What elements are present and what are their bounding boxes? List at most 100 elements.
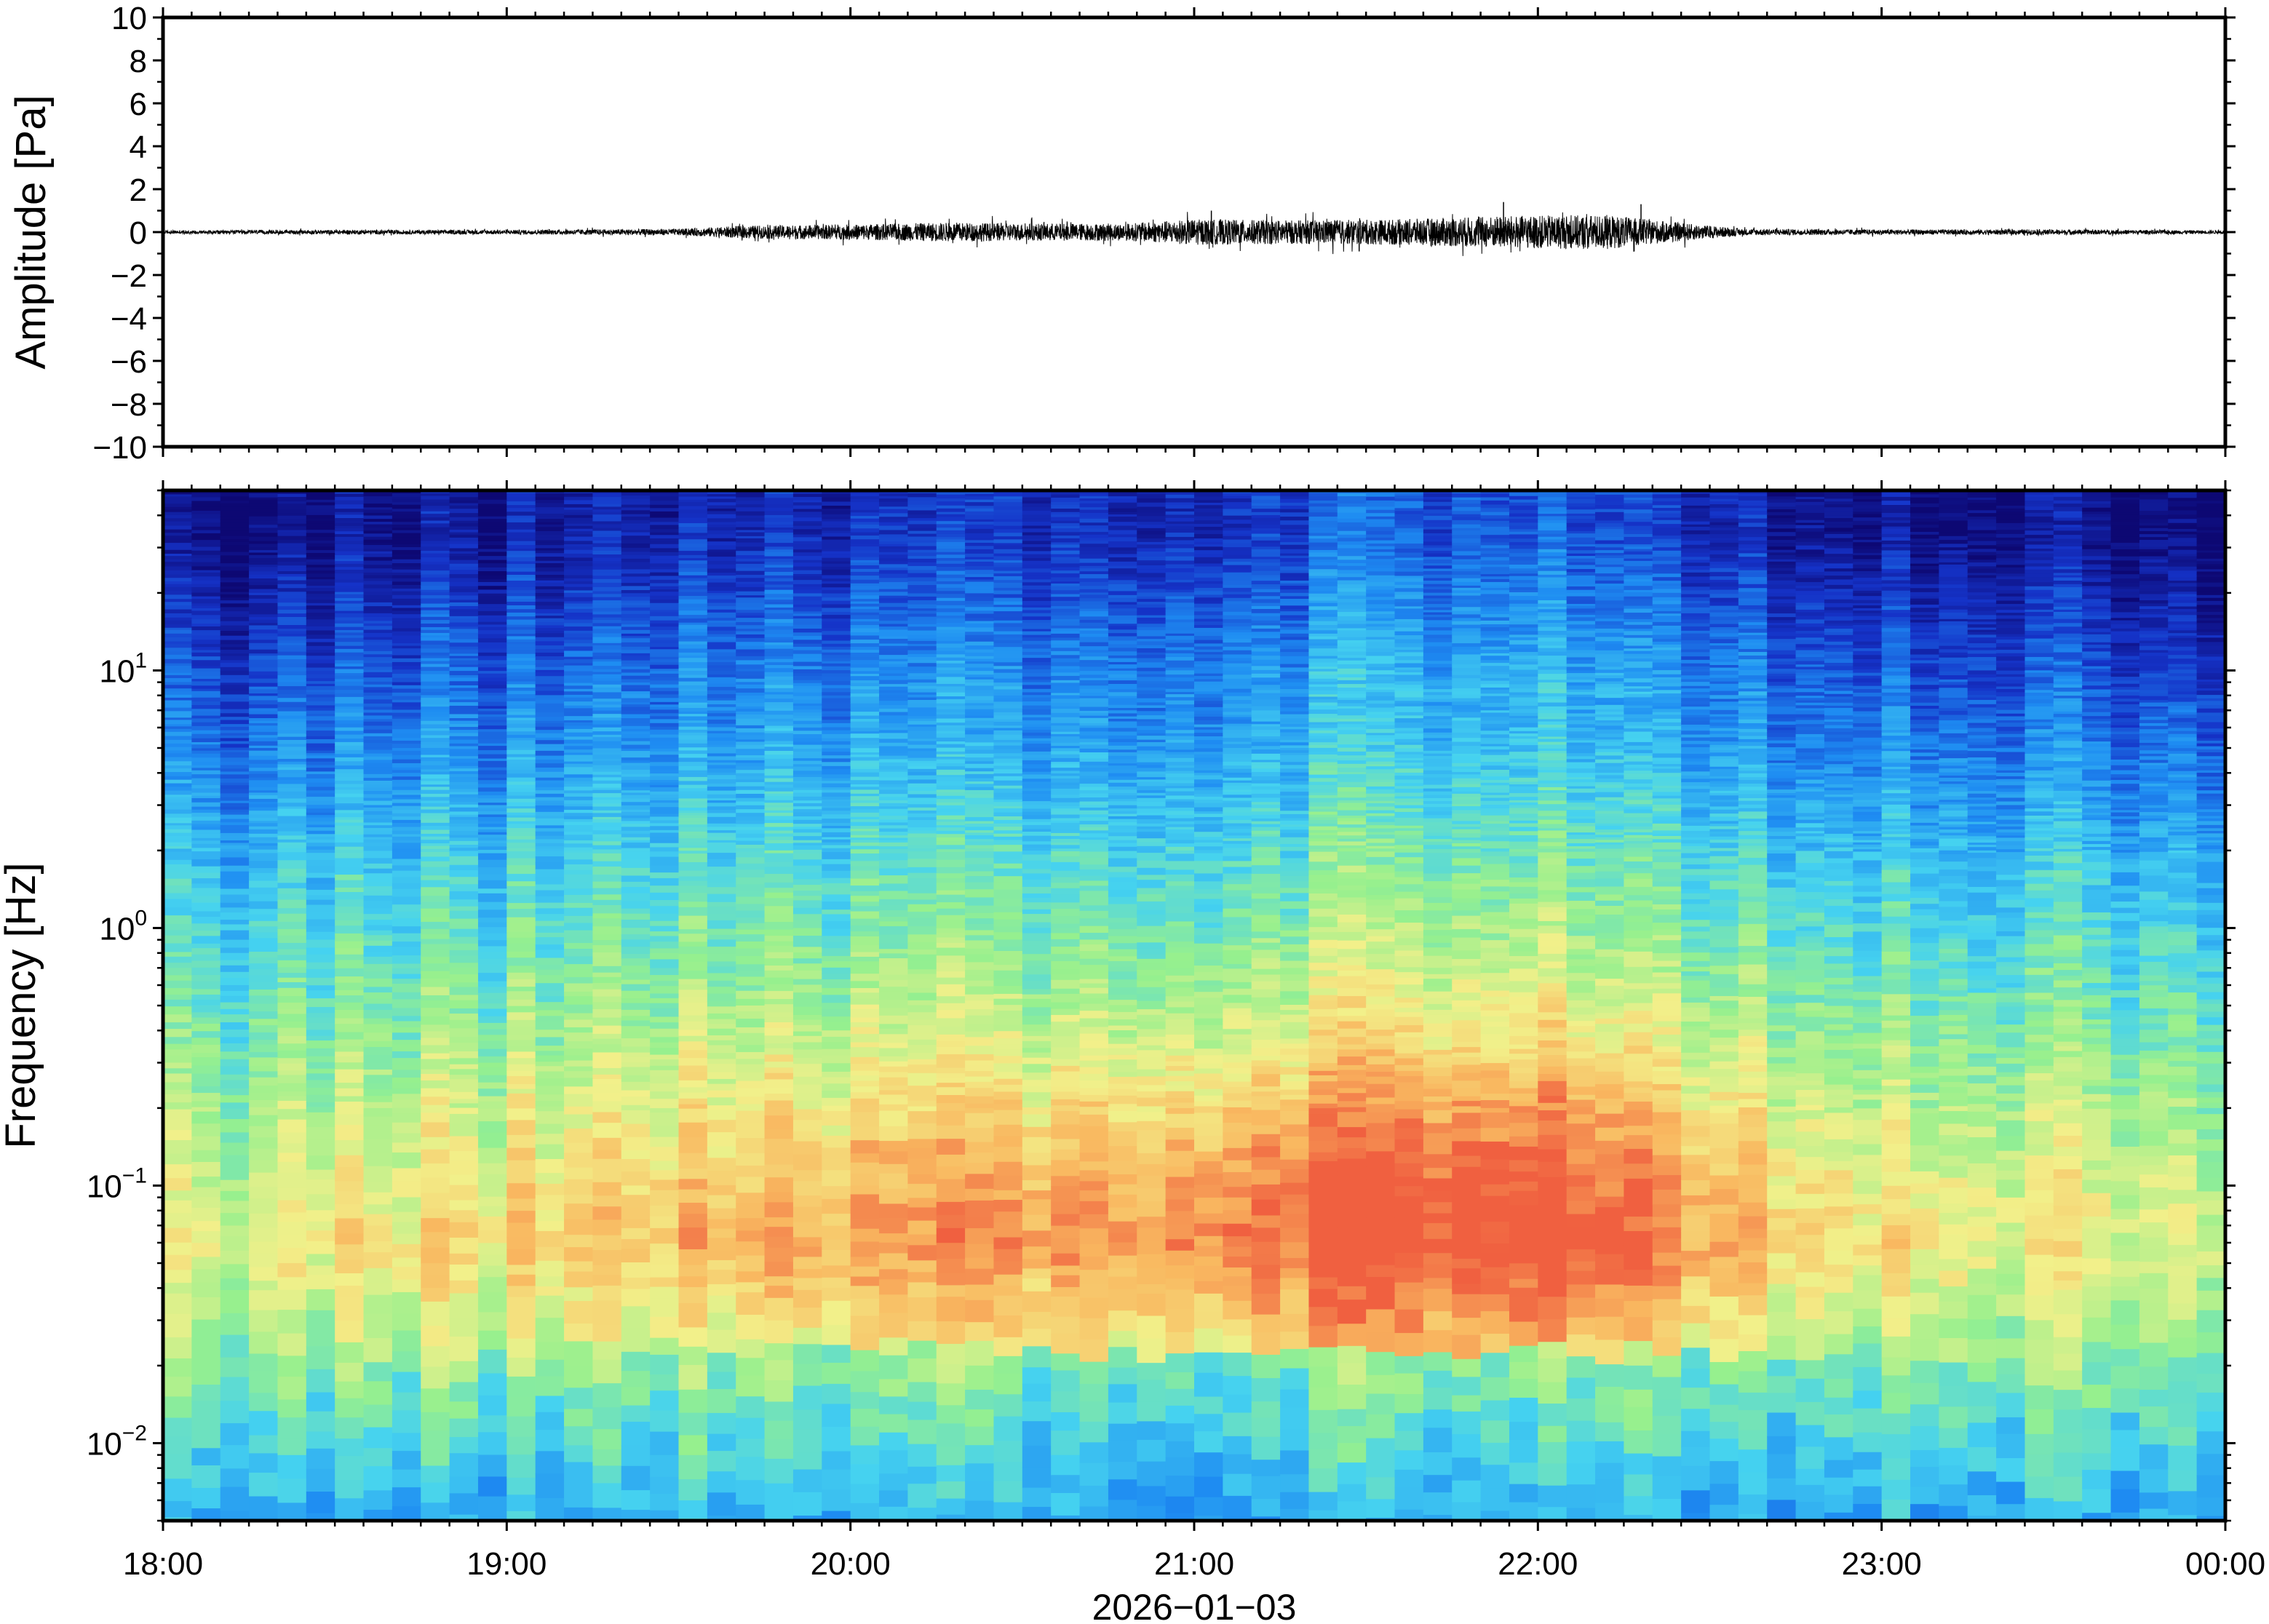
spectrogram-cell [220, 832, 250, 837]
spectrogram-cell [764, 682, 794, 686]
spectrogram-cell [191, 1465, 221, 1489]
spectrogram-cell [506, 1019, 536, 1027]
spectrogram-cell [592, 771, 622, 776]
spectrogram-cell [564, 761, 594, 765]
spectrogram-cell [163, 512, 193, 516]
spectrogram-cell [792, 1019, 823, 1026]
spectrogram-cell [392, 1211, 422, 1223]
spectrogram-cell [850, 571, 880, 576]
spectrogram-cell [678, 1098, 708, 1105]
spectrogram-cell [850, 532, 880, 536]
spectrogram-cell [621, 586, 651, 591]
spectrogram-cell [822, 814, 851, 819]
spectrogram-cell [621, 972, 651, 981]
spectrogram-cell [363, 545, 393, 550]
spectrogram-cell [220, 735, 250, 739]
spectrogram-cell [650, 986, 680, 995]
spectrogram-cell [163, 1073, 193, 1083]
spectrogram-cell [764, 827, 794, 832]
spectrogram-cell [506, 734, 536, 739]
spectrogram-cell [363, 581, 393, 586]
spectrogram-cell [650, 698, 680, 703]
spectrogram-cell [822, 688, 851, 693]
spectrogram-cell [707, 511, 737, 515]
spectrogram-cell [564, 816, 594, 820]
spectrogram-cell [449, 1136, 479, 1152]
spectrogram-cell [621, 1096, 651, 1106]
spectrogram-cell [392, 1267, 422, 1281]
spectrogram-cell [736, 793, 766, 799]
spectrogram-cell [363, 1204, 393, 1215]
spectrogram-cell [277, 576, 307, 581]
spectrogram-cell [592, 512, 622, 516]
spectrogram-cell [306, 793, 335, 797]
spectrogram-cell [707, 882, 737, 888]
spectrogram-cell [822, 708, 851, 712]
spectrogram-cell [335, 789, 365, 795]
spectrogram-cell [535, 975, 565, 984]
spectrogram-cell [592, 1033, 622, 1040]
spectrogram-cell [564, 991, 594, 997]
spectrogram-cell [449, 768, 479, 772]
spectrogram-cell [249, 594, 279, 600]
spectrogram-cell [449, 1238, 479, 1254]
spectrogram-cell [191, 797, 221, 803]
spectrogram-cell [678, 870, 708, 877]
spectrogram-cell [220, 883, 250, 890]
spectrogram-cell [792, 692, 823, 697]
spectrogram-cell [363, 626, 393, 631]
spectrogram-cell [449, 746, 479, 750]
spectrogram-cell [907, 1039, 937, 1046]
spectrogram-cell [879, 949, 909, 955]
spectrogram-cell [477, 526, 508, 530]
spectrogram-cell [564, 784, 594, 788]
spectrogram-cell [621, 744, 651, 749]
spectrogram-cell [822, 730, 851, 735]
spectrogram-cell [621, 653, 651, 657]
spectrogram-cell [592, 687, 622, 690]
spectrogram-cell [822, 1345, 851, 1364]
spectrogram-cell [621, 920, 651, 929]
spectrogram-cell [850, 1241, 880, 1258]
spectrogram-cell [535, 1144, 565, 1160]
spectrogram-cell [191, 785, 221, 789]
spectrogram-cell [535, 1071, 565, 1079]
spectrogram-cell [306, 520, 335, 525]
spectrogram-cell [822, 511, 851, 515]
spectrogram-cell [621, 845, 651, 849]
spectrogram-cell [736, 634, 766, 639]
spectrogram-cell [764, 1247, 794, 1263]
spectrogram-cell [792, 836, 823, 841]
spectrogram-cell [191, 960, 221, 968]
spectrogram-cell [535, 1412, 565, 1431]
spectrogram-cell [936, 521, 966, 525]
spectrogram-cell [650, 662, 680, 666]
spectrogram-cell [306, 727, 335, 731]
spectrogram-cell [850, 1086, 880, 1094]
spectrogram-cell [907, 692, 937, 696]
spectrogram-cell [421, 1430, 450, 1451]
spectrogram-cell [220, 628, 250, 632]
spectrogram-cell [220, 690, 250, 696]
spectrogram-cell [678, 1122, 708, 1138]
spectrogram-cell [449, 1091, 479, 1100]
spectrogram-cell [879, 636, 909, 640]
spectrogram-cell [191, 536, 221, 541]
spectrogram-cell [707, 518, 737, 523]
spectrogram-cell [506, 708, 536, 713]
spectrogram-cell [879, 958, 909, 968]
spectrogram-cell [421, 803, 450, 808]
spectrogram-cell [335, 541, 365, 545]
spectrogram-cell [879, 578, 909, 583]
spectrogram-cell [249, 585, 279, 590]
spectrogram-cell [879, 883, 909, 892]
spectrogram-cell [879, 771, 909, 776]
spectrogram-cell [879, 589, 909, 593]
spectrogram-cell [535, 575, 565, 578]
spectrogram-cell [621, 636, 651, 639]
spectrogram-cell [277, 636, 307, 642]
spectrogram-cell [477, 1265, 508, 1278]
spectrogram-cell [822, 792, 851, 797]
spectrogram-cell [306, 1112, 335, 1128]
spectrogram-cell [249, 868, 279, 874]
